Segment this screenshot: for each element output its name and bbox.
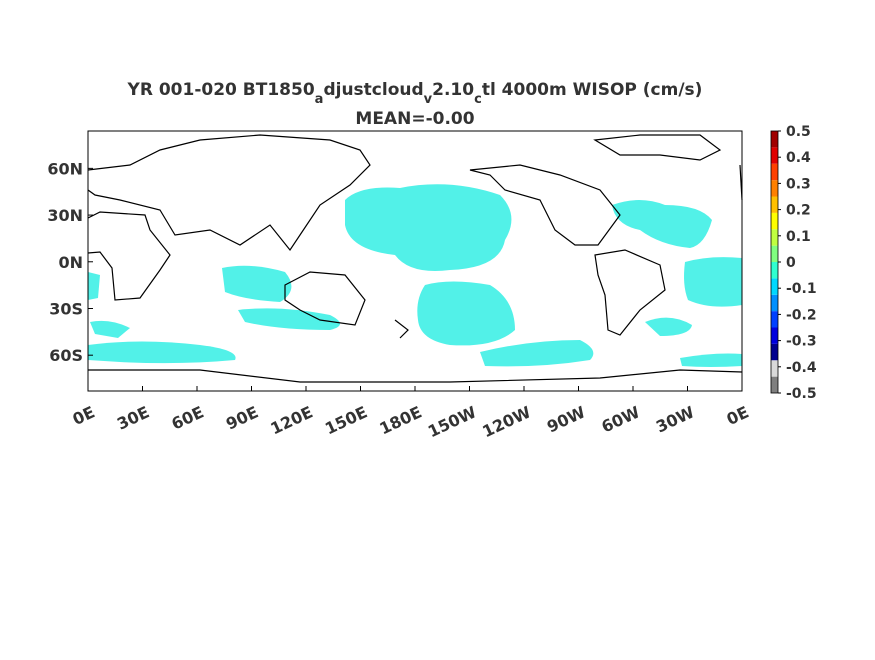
colorbar-swatch xyxy=(771,262,778,279)
colorbar-tick-label: 0.4 xyxy=(786,150,811,166)
x-tick-label: 90W xyxy=(544,402,589,436)
x-tick-label: 0E xyxy=(724,402,752,429)
y-tick-label: 30S xyxy=(49,299,83,318)
colorbar-swatch xyxy=(771,278,778,295)
x-tick-label: 60E xyxy=(169,402,207,433)
y-tick-label: 0N xyxy=(58,253,83,272)
colorbar-swatch xyxy=(771,245,778,262)
colorbar-swatch xyxy=(771,343,778,361)
map xyxy=(87,130,743,392)
colorbar-swatch xyxy=(771,196,778,213)
colorbar-tick-label: 0.2 xyxy=(786,203,811,219)
chart-subtitle: MEAN=-0.00 xyxy=(355,109,474,129)
colorbar-swatch xyxy=(771,229,778,246)
colorbar-tick-label: -0.4 xyxy=(786,360,817,376)
colorbar-tick-label: 0.5 xyxy=(786,124,811,140)
colorbar-tick-label: -0.3 xyxy=(786,334,817,350)
title-part: djustcloud xyxy=(323,80,423,100)
colorbar-swatch xyxy=(771,360,778,377)
colorbar-tick-label: -0.2 xyxy=(786,307,817,323)
colorbar-tick-label: -0.1 xyxy=(786,281,817,297)
x-tick-label: 30W xyxy=(653,402,698,436)
coastlines xyxy=(87,134,743,383)
x-tick-label: 90E xyxy=(223,402,261,433)
colorbar-swatch xyxy=(771,294,778,312)
title-part: tl 4000m WISOP (cm/s) xyxy=(482,80,703,100)
colorbar-swatch xyxy=(771,180,778,197)
x-tick-label: 150E xyxy=(322,402,370,438)
y-tick-label: 60S xyxy=(49,346,83,365)
y-tick-label: 60N xyxy=(47,159,83,178)
colorbar-tick-label: 0.3 xyxy=(786,176,811,192)
colorbar-tick-label: 0 xyxy=(786,255,796,271)
colorbar-swatch xyxy=(771,212,778,230)
colorbar-swatch xyxy=(771,376,778,393)
chart-title: YR 001-020 BT1850adjustcloudv2.10ctl 400… xyxy=(127,80,703,107)
field-patches xyxy=(88,184,742,367)
title-subscript: c xyxy=(474,92,482,107)
y-tick-label: 30N xyxy=(47,206,83,225)
colorbar-swatch xyxy=(771,327,778,344)
colorbar-tick-label: 0.1 xyxy=(786,229,811,245)
colorbar-swatch xyxy=(771,311,778,328)
x-tick-label: 120W xyxy=(479,402,534,441)
title-subscript: a xyxy=(315,92,324,107)
x-tick-label: 60W xyxy=(598,402,643,436)
x-tick-label: 0E xyxy=(70,402,98,429)
title-part: YR 001-020 BT1850 xyxy=(127,80,315,100)
x-tick-label: 120E xyxy=(267,402,315,438)
title-part: 2.10 xyxy=(432,80,474,100)
colorbar-swatch xyxy=(771,131,778,148)
x-tick-label: 180E xyxy=(376,402,424,438)
x-tick-label: 150W xyxy=(425,402,480,441)
colorbar-swatch xyxy=(771,163,778,181)
colorbar-swatch xyxy=(771,147,778,164)
title-subscript: v xyxy=(424,92,433,107)
colorbar-tick-label: -0.5 xyxy=(786,386,817,402)
x-tick-label: 30E xyxy=(114,402,152,433)
